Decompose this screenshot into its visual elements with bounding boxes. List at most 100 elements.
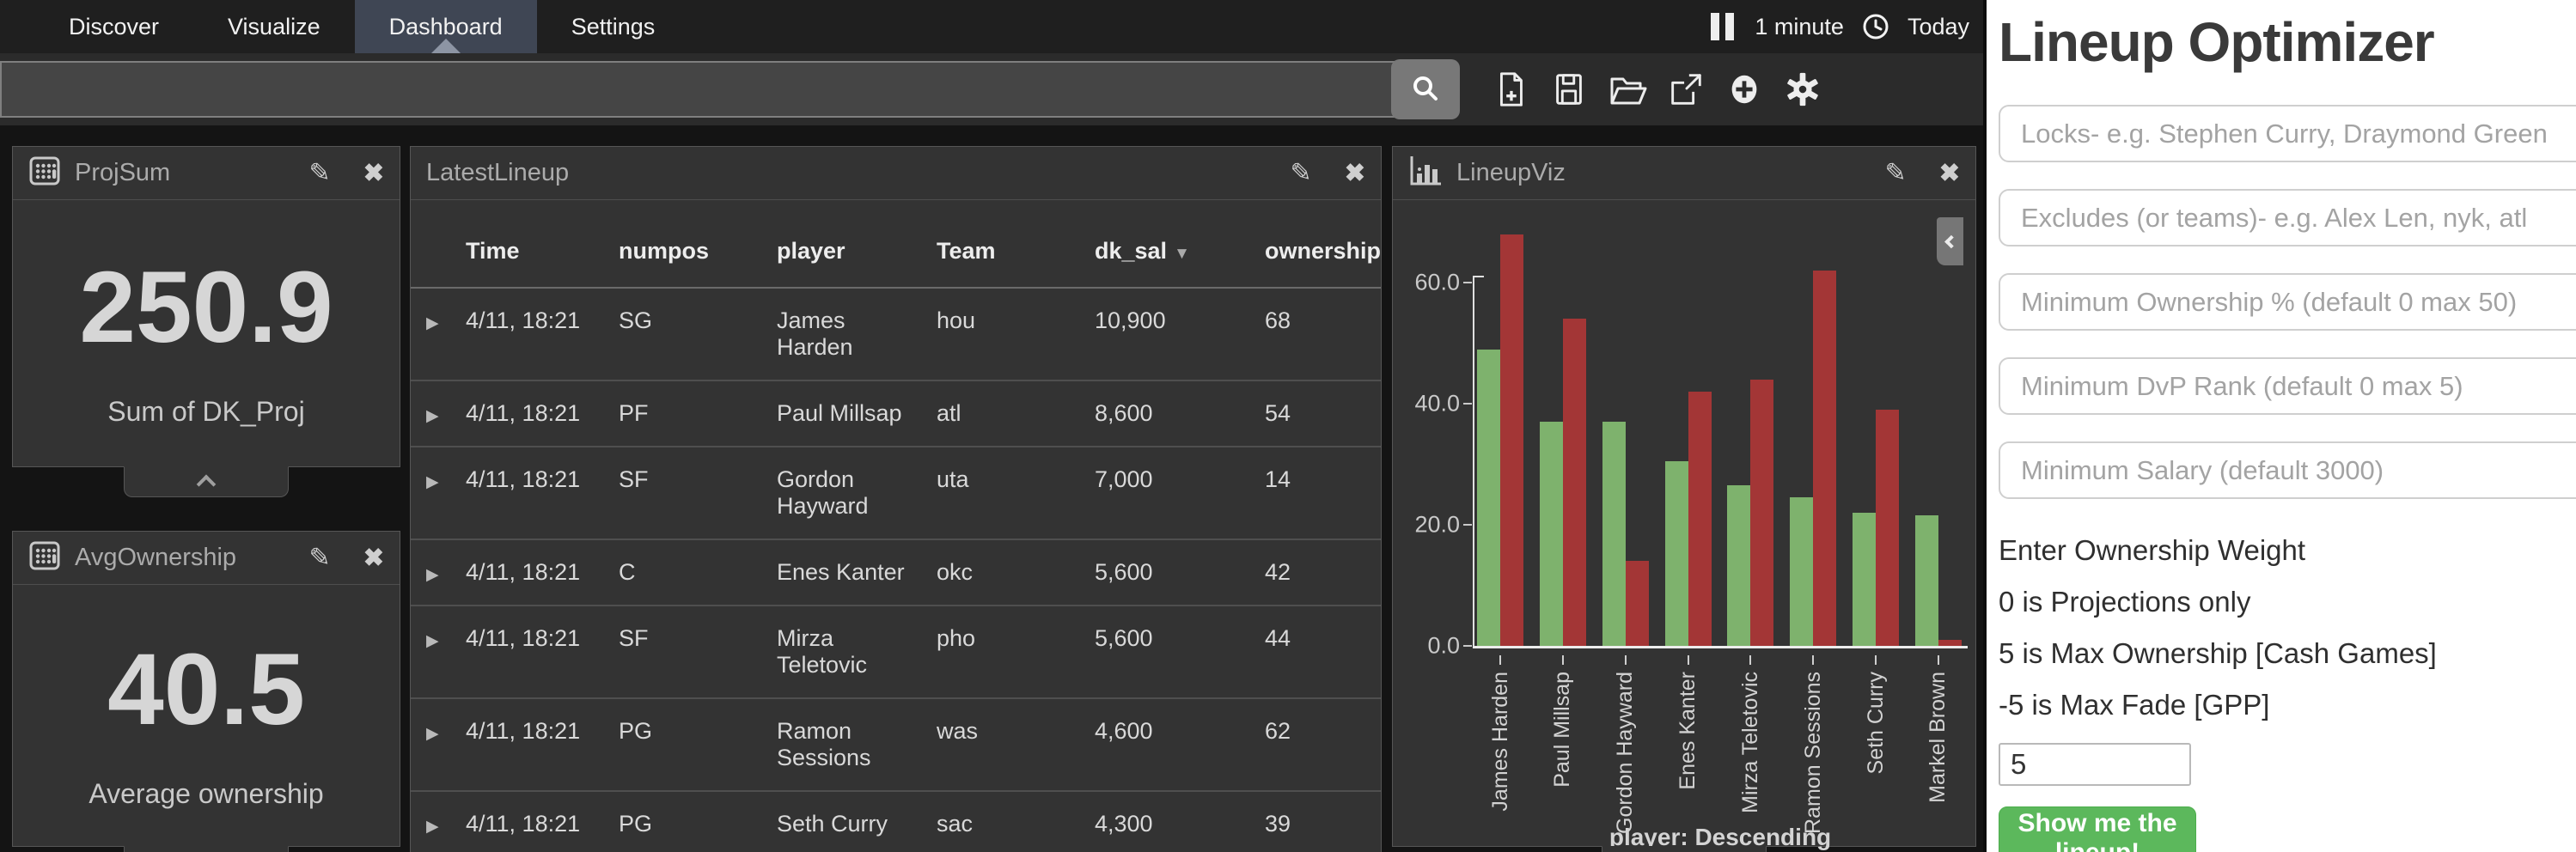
show-lineup-button[interactable]: Show me the lineup! (1999, 806, 2196, 852)
table-row: ▶ 4/11, 18:21 SF Mirza Teletovic pho 5,600 44 (411, 606, 1381, 698)
bar-ownership[interactable] (1750, 380, 1774, 646)
panel-lineupviz-header[interactable]: LineupViz ✎ ✖ (1393, 147, 1975, 200)
x-tick-mark (1499, 655, 1501, 665)
cell-time: 4/11, 18:21 (466, 625, 581, 651)
edit-panel-icon[interactable]: ✎ (1884, 159, 1907, 187)
ownership-weight-input[interactable] (1999, 743, 2191, 786)
spy-toggle[interactable] (124, 466, 289, 497)
cell-ownership: 42 (1265, 559, 1291, 585)
share-dashboard-icon[interactable] (1664, 65, 1707, 113)
edit-panel-icon[interactable]: ✎ (308, 159, 331, 187)
row-expand-caret-icon[interactable]: ▶ (426, 407, 439, 425)
column-header-numpos[interactable]: numpos (619, 238, 709, 264)
min-salary-input[interactable] (1999, 441, 2576, 499)
bar-dk_proj[interactable] (1602, 422, 1626, 646)
bar-group (1539, 319, 1586, 646)
add-visualization-icon[interactable] (1723, 65, 1766, 113)
nav-time-controls: 1 minute Today (1711, 0, 1983, 53)
row-expand-caret-icon[interactable]: ▶ (426, 725, 439, 743)
bar-ownership[interactable] (1500, 234, 1523, 646)
nav-item-dashboard[interactable]: Dashboard (354, 0, 537, 53)
row-expand-caret-icon[interactable]: ▶ (426, 818, 439, 836)
bar-ownership[interactable] (1938, 640, 1962, 646)
bar-group (1790, 271, 1837, 646)
column-header-team[interactable]: Team (937, 238, 996, 264)
bar-dk_proj[interactable] (1853, 513, 1877, 646)
panel-projsum: ProjSum ✎ ✖ 250.9 Sum of DK_Proj (12, 146, 400, 497)
dashboard-settings-icon[interactable] (1781, 65, 1824, 113)
metric-label: Average ownership (89, 777, 324, 809)
panel-projsum-header[interactable]: ProjSum ✎ ✖ (13, 147, 400, 200)
cell-team: hou (937, 307, 976, 333)
bar-dk_proj[interactable] (1539, 422, 1563, 646)
panel-title: LineupViz (1456, 159, 1566, 186)
row-expand-caret-icon[interactable]: ▶ (426, 632, 439, 650)
row-expand-caret-icon[interactable]: ▶ (426, 314, 439, 332)
panel-latestlineup-header[interactable]: LatestLineup ✎ ✖ (411, 147, 1381, 200)
min-ownership-input[interactable] (1999, 273, 2576, 331)
close-panel-icon[interactable]: ✖ (363, 545, 384, 572)
close-panel-icon[interactable]: ✖ (363, 160, 384, 187)
y-tick-label: 60.0 (1414, 269, 1460, 295)
panel-avgownership-header[interactable]: AvgOwnership ✎ ✖ (13, 532, 400, 585)
cell-team: uta (937, 466, 969, 492)
x-tick-label: Enes Kanter (1676, 672, 1700, 790)
bar-ownership[interactable] (1688, 392, 1712, 646)
bar-dk_proj[interactable] (1727, 485, 1751, 646)
table-row: ▶ 4/11, 18:21 SF Gordon Hayward uta 7,000 14 (411, 447, 1381, 539)
min-dvp-rank-input[interactable] (1999, 357, 2576, 415)
sidebar-note: Enter Ownership Weight (1999, 534, 2306, 566)
save-dashboard-icon[interactable] (1547, 65, 1590, 113)
x-tick-mark (1812, 655, 1815, 665)
cell-team: atl (937, 400, 961, 426)
pause-refresh-icon[interactable] (1711, 13, 1735, 40)
new-dashboard-icon[interactable] (1489, 65, 1532, 113)
column-header-ownership[interactable]: ownership (1265, 238, 1381, 264)
bar-ownership[interactable] (1562, 319, 1586, 646)
nav-item-settings[interactable]: Settings (571, 14, 656, 40)
locks-input[interactable] (1999, 105, 2576, 162)
row-expand-caret-icon[interactable]: ▶ (426, 473, 439, 491)
bar-ownership[interactable] (1813, 271, 1837, 646)
bar-ownership[interactable] (1625, 561, 1649, 646)
query-toolbar (0, 53, 1983, 125)
search-input[interactable] (0, 61, 1395, 118)
bar-dk_proj[interactable] (1914, 515, 1938, 646)
close-panel-icon[interactable]: ✖ (1344, 160, 1365, 187)
cell-player: Gordon Hayward (777, 466, 869, 519)
nav-item-visualize[interactable]: Visualize (228, 14, 320, 40)
bar-ownership[interactable] (1876, 410, 1900, 646)
bar-dk_proj[interactable] (1477, 350, 1500, 646)
row-expand-caret-icon[interactable]: ▶ (426, 566, 439, 584)
nav-spacer (689, 0, 1711, 53)
cell-ownership: 44 (1265, 625, 1291, 651)
active-tab-arrow-icon (430, 39, 461, 53)
x-label-cell: Gordon Hayward (1602, 655, 1649, 834)
column-header-dk_sal[interactable]: dk_sal ▼ (1095, 238, 1190, 264)
bar-group (1727, 380, 1774, 646)
time-filter-label[interactable]: Today (1907, 13, 1969, 40)
excludes-input[interactable] (1999, 189, 2576, 246)
cell-time: 4/11, 18:21 (466, 400, 581, 426)
nav-item-discover[interactable]: Discover (69, 14, 160, 40)
bar-dk_proj[interactable] (1790, 497, 1814, 646)
spy-toggle[interactable] (1602, 846, 1767, 852)
spy-toggle[interactable] (124, 846, 289, 852)
x-tick-label: Ramon Sessions (1800, 672, 1825, 834)
refresh-interval-label[interactable]: 1 minute (1755, 13, 1844, 40)
x-label-cell: Enes Kanter (1665, 655, 1712, 834)
search-button[interactable] (1391, 59, 1460, 119)
edit-panel-icon[interactable]: ✎ (308, 544, 331, 572)
cell-dksal: 10,900 (1095, 307, 1166, 333)
y-tick-label: 20.0 (1414, 511, 1460, 538)
legend-toggle[interactable] (1937, 217, 1963, 265)
open-dashboard-icon[interactable] (1606, 65, 1649, 113)
table-row: ▶ 4/11, 18:21 PF Paul Millsap atl 8,600 54 (411, 380, 1381, 447)
edit-panel-icon[interactable]: ✎ (1290, 159, 1312, 187)
bar-dk_proj[interactable] (1664, 461, 1688, 646)
sidebar-note: -5 is Max Fade [GPP] (1999, 689, 2270, 721)
y-tick-mark (1463, 645, 1472, 647)
close-panel-icon[interactable]: ✖ (1938, 160, 1960, 187)
column-header-time[interactable]: Time (466, 238, 520, 264)
column-header-player[interactable]: player (777, 238, 845, 264)
